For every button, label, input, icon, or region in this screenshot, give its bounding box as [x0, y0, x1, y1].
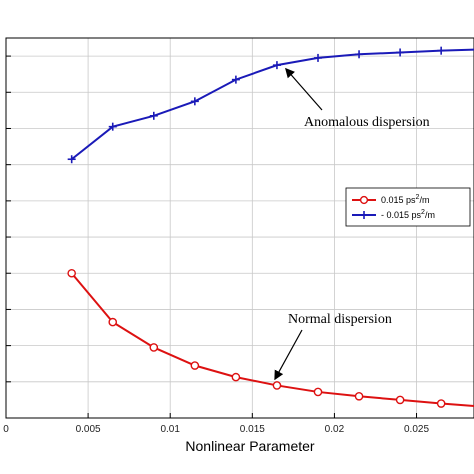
data-point: [67, 155, 76, 164]
data-point: [149, 111, 158, 120]
annotation-arrow: [274, 329, 303, 381]
legend-marker: [359, 195, 369, 205]
legend-item-anomalous: - 0.015 ps2/m: [352, 209, 435, 220]
legend-label: 0.015 ps2/m: [381, 194, 429, 205]
series: [67, 46, 474, 408]
data-point: [231, 75, 240, 84]
data-point: [272, 61, 281, 70]
x-axis-label: Nonlinear Parameter: [185, 438, 315, 454]
data-point: [108, 122, 117, 131]
data-point: [313, 387, 323, 397]
data-point: [190, 97, 199, 106]
y-ticks: [6, 55, 11, 383]
legend-label: - 0.015 ps2/m: [381, 209, 435, 220]
x-tick-label: 0.02: [325, 424, 345, 435]
x-tick-label: 0.005: [76, 424, 101, 435]
data-point: [314, 53, 322, 62]
x-tick-label: 0.015: [240, 424, 265, 435]
x-tick-label: 0.01: [160, 424, 180, 435]
x-tick-label: 0: [3, 424, 9, 435]
data-point: [355, 50, 364, 59]
data-point: [190, 361, 200, 370]
annotation-anomalous: Anomalous dispersion: [285, 67, 430, 130]
annotation-text: Anomalous dispersion: [304, 115, 430, 130]
series-normal: [67, 268, 474, 408]
annotation-normal: Normal dispersion: [274, 312, 392, 381]
grid: [6, 38, 474, 418]
data-point: [231, 372, 241, 382]
data-point: [108, 317, 118, 327]
annotation-text: Normal dispersion: [288, 312, 392, 327]
legend-box: [345, 187, 471, 227]
data-point: [395, 395, 405, 405]
series-line: [71, 48, 474, 161]
data-point: [354, 391, 364, 401]
data-point: [437, 46, 446, 55]
data-point: [436, 399, 446, 408]
data-point: [149, 343, 159, 352]
legend-item-normal: 0.015 ps2/m: [352, 194, 429, 205]
series-anomalous: [67, 46, 474, 164]
legend: 0.015 ps2/m - 0.015 ps2/m: [345, 187, 471, 227]
annotations: Anomalous dispersion Normal dispersion: [274, 67, 430, 381]
data-point: [396, 48, 405, 57]
data-point: [67, 268, 76, 278]
plot-frame: [5, 37, 474, 419]
data-point: [272, 381, 282, 390]
x-ticks: 0 0.005 0.01 0.015 0.02 0.025: [3, 413, 429, 435]
annotation-arrow: [285, 67, 323, 111]
x-tick-label: 0.025: [404, 424, 429, 435]
legend-items: 0.015 ps2/m - 0.015 ps2/m: [352, 194, 435, 220]
